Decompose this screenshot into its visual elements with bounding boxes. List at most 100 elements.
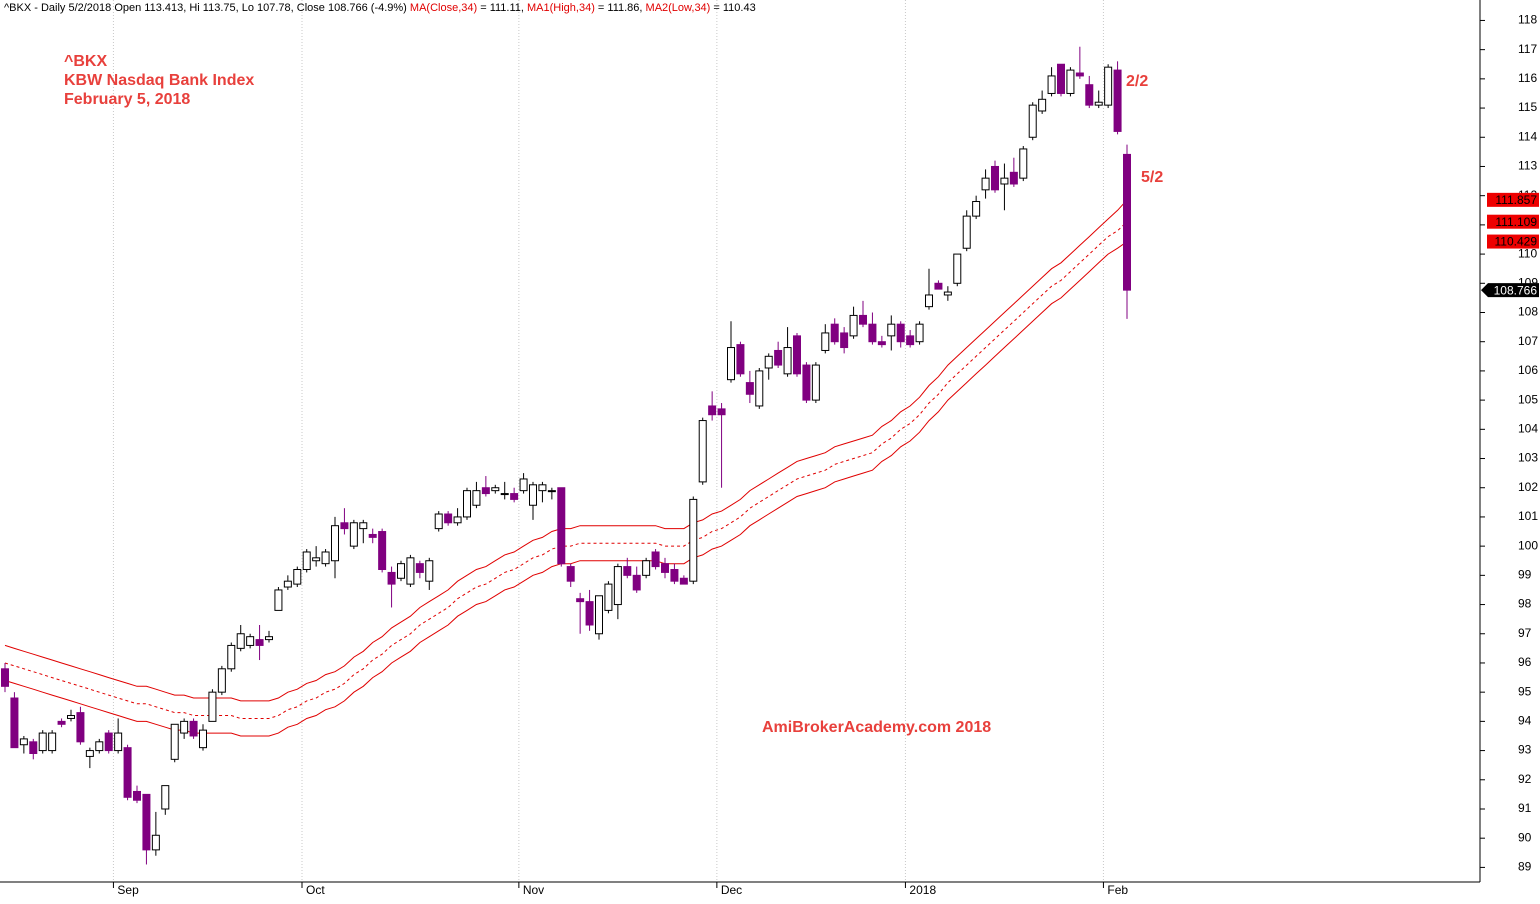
candle-body	[679, 577, 688, 585]
candle-body	[331, 525, 339, 562]
header-part: = 111.86,	[595, 2, 646, 14]
candle-body	[312, 557, 321, 562]
candle-body	[227, 644, 236, 670]
chart-header: ^BKX - Daily 5/2/2018 Open 113.413, Hi 1…	[4, 2, 756, 14]
x-tick-label: Oct	[306, 883, 325, 897]
candle-body	[274, 589, 283, 611]
candle-body	[453, 516, 462, 524]
candle-body	[114, 732, 123, 752]
annotation: KBW Nasdaq Bank Index	[64, 72, 254, 89]
candle-body	[642, 560, 651, 576]
candle-body	[359, 522, 368, 530]
candle-body	[689, 498, 698, 582]
y-tick-label: 94	[1518, 714, 1532, 728]
candle-body	[745, 382, 754, 395]
x-tick-label: Sep	[117, 883, 139, 897]
candle-body	[1094, 101, 1103, 106]
candle-body	[29, 741, 38, 754]
y-tick-label: 99	[1518, 568, 1532, 582]
candle-body	[48, 732, 57, 752]
y-tick-label: 103	[1518, 451, 1538, 465]
candle-body	[915, 323, 924, 343]
candle-body	[1019, 148, 1028, 179]
plot-area	[1, 0, 1131, 882]
candle-body	[463, 490, 471, 518]
candle-body	[717, 408, 726, 416]
annotation: ^BKX	[64, 53, 107, 70]
value-tag	[1487, 234, 1539, 249]
candle-body	[943, 291, 952, 296]
candle-body	[708, 405, 717, 416]
candle-body	[1104, 66, 1113, 106]
candle-body	[557, 487, 566, 565]
candle-body	[661, 563, 669, 573]
candle-body	[585, 601, 594, 626]
candle-body	[821, 332, 830, 351]
close-tag-label: 108.766	[1494, 283, 1538, 297]
candle-body	[246, 636, 255, 646]
value-tag-label: 110.429	[1495, 235, 1538, 249]
candle-body	[764, 355, 773, 369]
y-tick-label: 108	[1518, 305, 1538, 319]
candle-body	[538, 484, 547, 492]
y-tick-label: 89	[1518, 860, 1532, 874]
candle-body	[321, 551, 330, 565]
header-part: MA1(High,34)	[527, 2, 595, 14]
y-tick-label: 92	[1518, 772, 1532, 786]
y-tick-label: 101	[1518, 509, 1538, 523]
candle-body	[727, 347, 735, 381]
candle-body	[85, 750, 94, 757]
candle-body	[38, 732, 47, 752]
candle-body	[906, 335, 915, 346]
candle-body	[576, 598, 585, 603]
annotation: 5/2	[1141, 169, 1163, 186]
candle-body	[519, 478, 528, 492]
value-tag	[1487, 192, 1539, 207]
candle-body	[1028, 104, 1037, 138]
candle-body	[415, 563, 424, 573]
candle-body	[170, 723, 179, 760]
candle-body	[425, 560, 434, 582]
candle-body	[472, 490, 481, 506]
candle-body	[1113, 69, 1122, 132]
header-part: MA(Close,34)	[410, 2, 477, 14]
candle-body	[613, 566, 622, 606]
ma-line	[4, 199, 1128, 702]
candle-body	[57, 720, 66, 725]
candle-body	[133, 790, 141, 801]
y-tick-label: 98	[1518, 597, 1532, 611]
header-part: ^BKX - Daily 5/2/2018 Open 113.413, Hi 1…	[4, 2, 410, 14]
candle-body	[406, 557, 415, 585]
candle-body	[953, 253, 962, 284]
y-tick-label: 104	[1518, 421, 1538, 435]
candle-body	[774, 349, 783, 366]
x-tick-label: Dec	[721, 883, 742, 897]
candle-body	[481, 487, 490, 495]
annotation: AmiBrokerAcademy.com 2018	[762, 719, 991, 736]
candle-body	[651, 551, 660, 568]
candle-body	[265, 636, 273, 641]
candle-body	[161, 785, 170, 810]
candle-body	[189, 720, 198, 737]
candle-body	[529, 484, 537, 506]
ma-line	[4, 221, 1128, 719]
y-tick-label: 90	[1518, 830, 1532, 844]
candle-body	[981, 177, 990, 191]
candle-body	[868, 323, 877, 343]
candle-body	[887, 323, 896, 337]
candle-body	[95, 741, 104, 752]
candle-body	[283, 580, 292, 588]
y-tick-label: 106	[1518, 363, 1538, 377]
candle-body	[123, 747, 132, 798]
candle-body	[670, 569, 679, 582]
x-tick-label: 2018	[909, 883, 936, 897]
candle-body	[387, 571, 396, 585]
candle-body	[10, 697, 19, 749]
y-tick-label: 117	[1518, 42, 1537, 56]
value-tag-label: 111.857	[1495, 193, 1537, 207]
y-tick-label: 93	[1518, 743, 1532, 757]
candle-body	[293, 569, 302, 585]
header-part: = 111.11,	[477, 2, 527, 14]
y-tick-label: 113	[1518, 159, 1537, 173]
candle-body	[180, 720, 189, 734]
